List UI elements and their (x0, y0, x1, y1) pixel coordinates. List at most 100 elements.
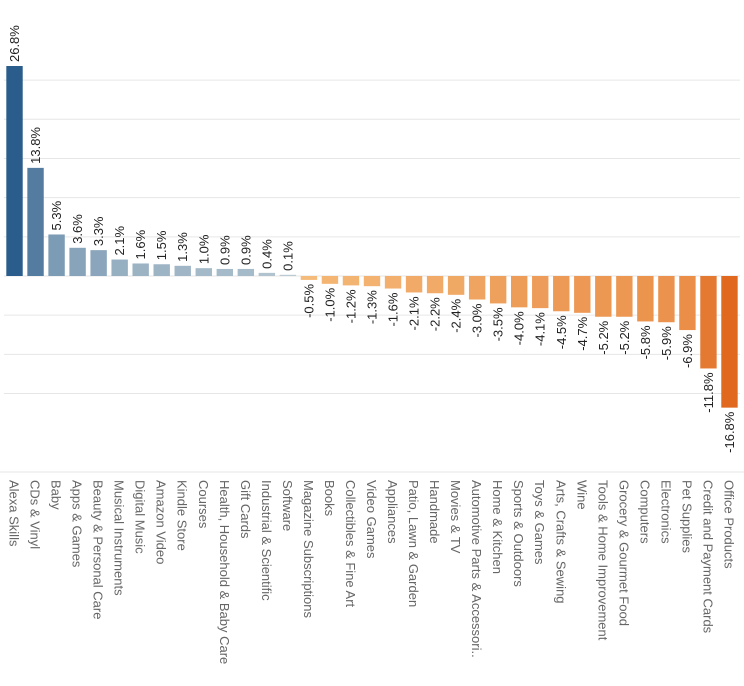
category-label: Magazine Subscriptions (301, 480, 316, 619)
value-label: -5.8% (638, 325, 653, 359)
value-label: -1.0% (322, 287, 337, 321)
bar[interactable] (195, 268, 212, 276)
value-label: -5.2% (617, 320, 632, 354)
value-label: 0.1% (280, 241, 295, 271)
value-label: -1.6% (386, 292, 401, 326)
value-label: 0.9% (238, 235, 253, 265)
value-label: 1.3% (175, 232, 190, 262)
bar[interactable] (48, 234, 65, 276)
value-label: 1.5% (154, 230, 169, 260)
bar[interactable] (637, 276, 654, 322)
category-label: Beauty & Personal Care (91, 480, 106, 619)
bar[interactable] (721, 276, 738, 408)
value-label: -4.7% (575, 316, 590, 350)
bar[interactable] (237, 268, 255, 276)
category-label: Video Games (364, 480, 379, 559)
category-labels: Alexa Skills CDs & Vinyl Baby Apps & Games B… (7, 480, 737, 664)
category-label: Baby (49, 480, 64, 510)
bar[interactable] (405, 276, 423, 293)
category-label: Sports & Outdoors (511, 480, 526, 587)
value-label: 0.9% (217, 235, 232, 265)
bar[interactable] (6, 66, 23, 276)
bar[interactable] (426, 276, 444, 294)
category-label: Automotive Parts & Accessori.. (469, 480, 484, 658)
category-label: Patio, Lawn & Garden (406, 480, 421, 607)
bar[interactable] (342, 276, 360, 286)
category-label: Alexa Skills (7, 480, 22, 547)
category-label: CDs & Vinyl (28, 480, 43, 549)
value-label: -16.8% (722, 411, 737, 453)
bar[interactable] (279, 274, 297, 276)
category-label: Grocery & Gourmet Food (616, 480, 631, 626)
bar[interactable] (153, 264, 170, 276)
value-label: -1.3% (365, 290, 380, 324)
bar[interactable] (679, 276, 696, 331)
bar[interactable] (363, 276, 381, 287)
category-label: Pet Supplies (679, 480, 694, 553)
category-label: Movies & TV (448, 480, 463, 554)
value-label: 3.6% (70, 214, 85, 244)
category-label: Toys & Games (532, 480, 547, 565)
value-label: 1.6% (133, 229, 148, 259)
category-label: Software (280, 480, 295, 531)
category-label: Musical Instruments (112, 480, 127, 596)
bar[interactable] (300, 276, 318, 280)
bar[interactable] (321, 276, 339, 284)
category-label: Handmade (427, 480, 442, 544)
value-labels: 26.8% 13.8% 5.3% 3.6% 3.3% 2.1% 1.6% 1.5% 1.3% 1.… (7, 25, 737, 453)
bar[interactable] (90, 250, 107, 276)
category-label: Appliances (385, 480, 400, 544)
value-label: -2.2% (428, 297, 443, 331)
category-label: Tools & Home Improvement (595, 480, 610, 641)
value-label: -11.8% (701, 372, 716, 413)
category-label: Industrial & Scientific (259, 480, 274, 601)
value-label: 1.0% (196, 234, 211, 264)
value-label: -0.5% (301, 283, 316, 317)
category-label: Kindle Store (175, 480, 190, 551)
value-label: -5.9% (659, 326, 674, 360)
category-label: Books (322, 480, 337, 517)
bar[interactable] (532, 276, 549, 309)
category-label: Apps & Games (70, 480, 85, 568)
value-label: -2.1% (407, 296, 422, 330)
bar[interactable] (447, 276, 465, 295)
bar[interactable] (468, 276, 486, 300)
category-label: Gift Cards (238, 480, 253, 539)
bars (6, 66, 738, 408)
bar[interactable] (174, 265, 191, 276)
category-label: Computers (637, 480, 652, 544)
bar[interactable] (258, 272, 276, 276)
bar[interactable] (384, 276, 402, 289)
value-label: -3.0% (470, 303, 485, 337)
bar[interactable] (553, 276, 570, 312)
bar[interactable] (595, 276, 612, 317)
value-label: -5.2% (596, 320, 611, 354)
value-label: -1.2% (343, 289, 358, 323)
bar[interactable] (700, 276, 717, 369)
value-label: -4.0% (512, 311, 527, 345)
category-label: Office Products (721, 480, 736, 569)
category-label: Electronics (658, 480, 673, 544)
value-label: -6.9% (680, 334, 695, 368)
category-label: Home & Kitchen (490, 480, 505, 574)
bar[interactable] (27, 167, 44, 276)
value-label: -2.4% (449, 298, 464, 332)
value-label: -4.1% (533, 312, 548, 346)
value-label: 0.4% (259, 239, 274, 269)
bar[interactable] (216, 268, 233, 276)
bar[interactable] (616, 276, 633, 317)
bar[interactable] (658, 276, 675, 323)
bar[interactable] (489, 276, 507, 304)
bar[interactable] (574, 276, 591, 313)
category-label: Wine (574, 480, 589, 510)
bar[interactable] (111, 259, 128, 276)
category-label: Credit and Payment Cards (700, 480, 715, 634)
value-label: -4.5% (554, 315, 569, 349)
value-label: 2.1% (112, 225, 127, 255)
category-label: Courses (196, 480, 211, 529)
bar[interactable] (511, 276, 528, 308)
bar[interactable] (69, 247, 86, 276)
bar[interactable] (132, 263, 149, 276)
